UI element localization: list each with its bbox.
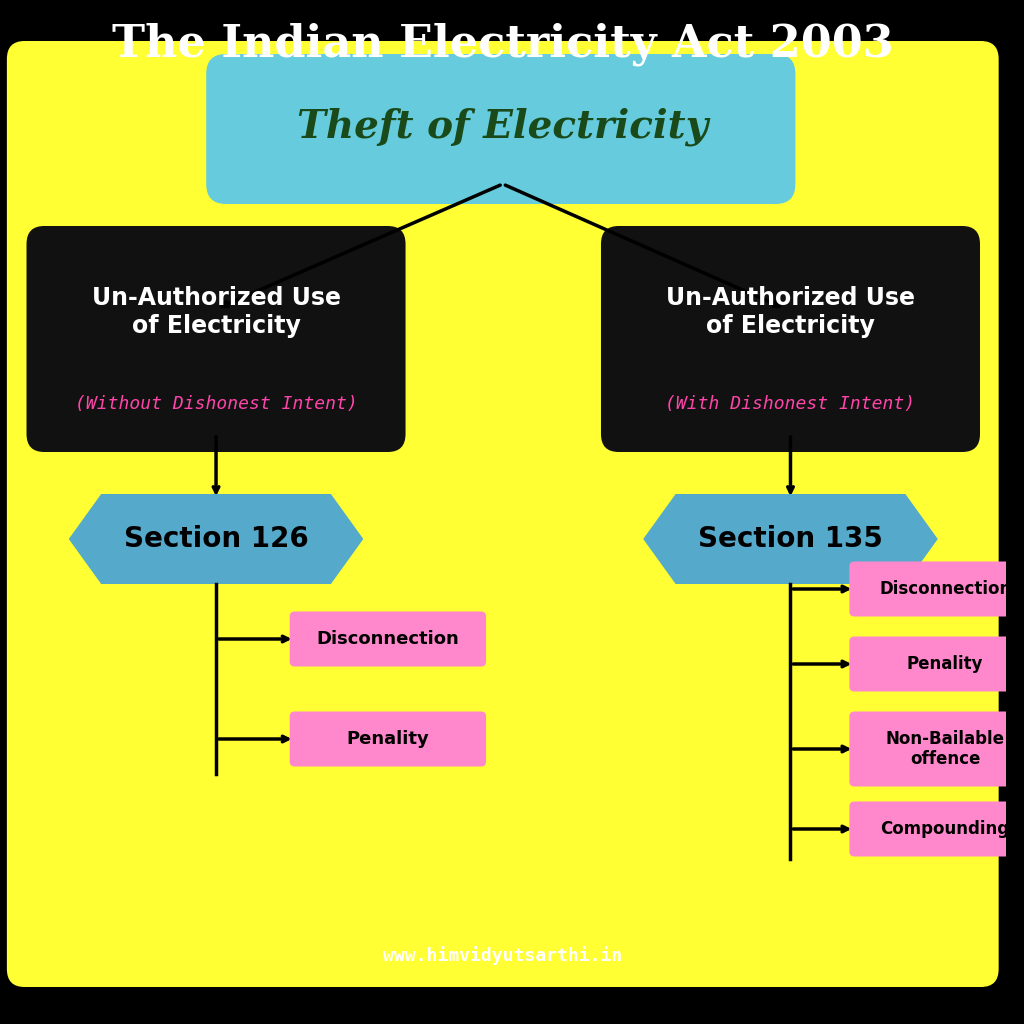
Polygon shape <box>69 494 364 584</box>
FancyBboxPatch shape <box>849 712 1024 786</box>
Text: Un-Authorized Use
of Electricity: Un-Authorized Use of Electricity <box>666 286 915 338</box>
Text: Compounding: Compounding <box>881 820 1010 838</box>
Text: The Indian Electricity Act 2003: The Indian Electricity Act 2003 <box>112 23 894 66</box>
Text: Section 135: Section 135 <box>698 525 883 553</box>
FancyBboxPatch shape <box>849 561 1024 616</box>
Text: Penality: Penality <box>907 655 983 673</box>
FancyBboxPatch shape <box>206 54 796 204</box>
Polygon shape <box>643 494 938 584</box>
FancyBboxPatch shape <box>27 226 406 452</box>
Text: Disconnection: Disconnection <box>316 630 459 648</box>
FancyBboxPatch shape <box>290 611 486 667</box>
Text: Un-Authorized Use
of Electricity: Un-Authorized Use of Electricity <box>91 286 341 338</box>
Text: Section 126: Section 126 <box>124 525 308 553</box>
Text: Theft of Electricity: Theft of Electricity <box>297 108 709 146</box>
FancyBboxPatch shape <box>7 41 998 987</box>
FancyBboxPatch shape <box>290 712 486 767</box>
Text: (Without Dishonest Intent): (Without Dishonest Intent) <box>75 395 357 413</box>
FancyBboxPatch shape <box>849 802 1024 856</box>
Text: (With Dishonest Intent): (With Dishonest Intent) <box>666 395 915 413</box>
Text: Disconnection: Disconnection <box>879 580 1012 598</box>
Text: Non-Bailable
offence: Non-Bailable offence <box>886 729 1005 768</box>
Text: Penality: Penality <box>346 730 429 748</box>
FancyBboxPatch shape <box>601 226 980 452</box>
FancyBboxPatch shape <box>849 637 1024 691</box>
Text: www.himvidyutsarthi.in: www.himvidyutsarthi.in <box>383 946 623 966</box>
